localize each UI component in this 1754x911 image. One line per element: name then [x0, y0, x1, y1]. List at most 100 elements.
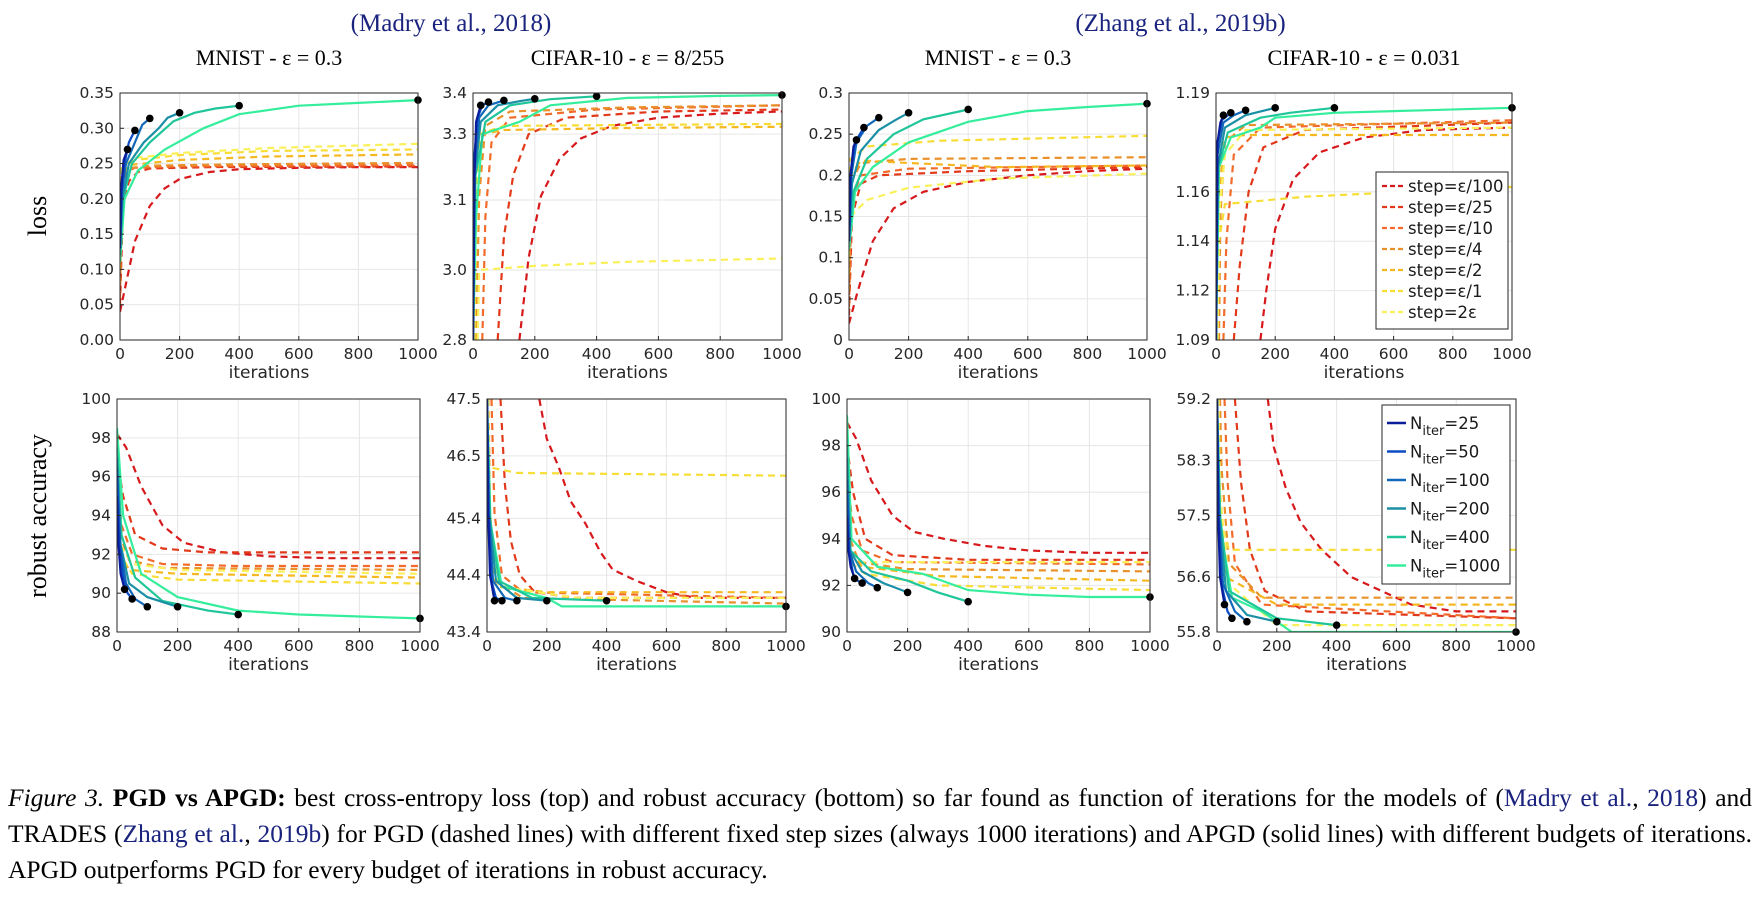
- pgd-line-4: [849, 156, 1147, 291]
- y-tick-label: 92: [91, 545, 111, 563]
- caption-citation-madry-year[interactable]: 2018: [1647, 783, 1699, 812]
- y-tick-label: 0.05: [79, 296, 114, 314]
- y-tick-label: 2.8: [442, 331, 467, 349]
- y-tick-label: 43.4: [446, 623, 481, 641]
- apgd-line-6: [473, 94, 782, 340]
- y-tick-label: 88: [91, 623, 111, 641]
- caption-citation-madry[interactable]: Madry et al.: [1503, 783, 1633, 812]
- apgd-endpoint-5: [592, 92, 601, 101]
- group-title-year[interactable]: 2018: [493, 10, 543, 37]
- panel-title: MNIST - ε = 0.3: [925, 45, 1072, 70]
- plot-area: [120, 93, 418, 340]
- apgd-endpoint-1: [120, 585, 129, 594]
- pgd-line-5: [849, 159, 1147, 275]
- y-tick-label: 1.09: [1175, 331, 1210, 349]
- y-tick-label: 96: [91, 468, 111, 486]
- y-tick-label: 55.8: [1176, 623, 1211, 641]
- apgd-endpoint-4: [173, 602, 182, 611]
- y-tick-label: 44.4: [446, 566, 481, 584]
- y-tick-label: 0.10: [79, 260, 114, 278]
- caption-citation-zhang[interactable]: Zhang et al.: [122, 819, 245, 848]
- apgd-endpoint-3: [1243, 617, 1251, 626]
- x-axis-label: iterations: [958, 363, 1039, 383]
- apgd-endpoint-5: [235, 101, 243, 110]
- y-tick-label: 96: [821, 483, 841, 501]
- apgd-endpoint-2: [1227, 108, 1235, 117]
- x-tick-label: 600: [652, 637, 682, 655]
- legend-label-apgd: Niter=200: [1410, 500, 1490, 525]
- group-title-year[interactable]: 2019b: [1215, 10, 1278, 37]
- apgd-endpoint-5: [964, 597, 972, 606]
- apgd-endpoint-2: [858, 579, 866, 587]
- x-tick-label: 800: [344, 345, 374, 363]
- x-tick-label: 400: [953, 345, 983, 363]
- x-tick-label: 800: [711, 637, 741, 655]
- pgd-line-3: [1223, 399, 1516, 620]
- x-tick-label: 600: [284, 637, 314, 655]
- x-tick-label: 400: [224, 345, 254, 363]
- legend-label-pgd: step=ε/1: [1408, 282, 1483, 301]
- y-tick-label: 0.30: [79, 119, 114, 137]
- pgd-line-1: [117, 433, 420, 560]
- axes-box: [119, 92, 419, 341]
- x-tick-label: 800: [1073, 345, 1103, 363]
- x-tick-label: 0: [844, 345, 854, 363]
- x-axis-label: iterations: [958, 655, 1039, 675]
- series-group: [849, 102, 1147, 324]
- x-tick-label: 200: [520, 345, 550, 363]
- x-tick-label: 200: [893, 637, 923, 655]
- y-tick-label: 47.5: [446, 390, 481, 408]
- apgd-endpoint-3: [875, 113, 883, 122]
- pgd-line-7: [117, 509, 420, 575]
- pgd-line-1: [518, 110, 782, 340]
- y-tick-label: 0.2: [818, 166, 843, 184]
- legend-pgd: step=ε/100 step=ε/25 step=ε/10 step=ε/4 step…: [1375, 171, 1509, 330]
- series-group: [473, 94, 782, 340]
- pgd-line-3: [1222, 119, 1512, 340]
- panel-6: 0 200 400 600 800 1000 43.4 44.4 45.4 46.5 47.5 ite…: [446, 390, 805, 675]
- x-tick-label: 0: [1211, 345, 1221, 363]
- panel-2: 0 200 400 600 800 1000 2.8 3.0 3.1 3.3 3.4 iteratio…: [442, 45, 801, 383]
- group-title-name[interactable]: Madry et al.,: [359, 10, 493, 37]
- caption-sep-2: ,: [244, 819, 258, 848]
- apgd-endpoint-5: [234, 610, 242, 619]
- legend-label-apgd: Niter=400: [1410, 528, 1490, 553]
- apgd-endpoint-5: [1330, 104, 1339, 112]
- y-tick-label: 3.1: [442, 191, 467, 209]
- panel-title: CIFAR-10 - ε = 0.031: [1268, 45, 1461, 70]
- pgd-line-1: [1259, 126, 1512, 340]
- x-tick-label: 200: [532, 637, 562, 655]
- axes-box: [1215, 92, 1513, 341]
- pgd-line-2: [847, 445, 1150, 561]
- x-tick-label: 1000: [400, 637, 439, 655]
- x-tick-label: 600: [1014, 637, 1044, 655]
- apgd-endpoint-3: [500, 96, 508, 105]
- apgd-line-1: [117, 496, 126, 590]
- pgd-line-1: [847, 421, 1150, 554]
- apgd-endpoint-1: [852, 136, 861, 144]
- series-group: [1216, 106, 1512, 340]
- y-tick-label: 94: [91, 507, 111, 525]
- panel-1: 0 200 400 600 800 1000 0.00 0.05 0.10 0.15 0.20 0.2…: [79, 45, 437, 383]
- apgd-endpoint-2: [128, 595, 136, 603]
- apgd-line-5: [849, 108, 969, 242]
- caption-text-3: ) for PGD (dashed lines) with different …: [8, 819, 1753, 884]
- caption-bold-lead: PGD vs APGD:: [112, 783, 286, 812]
- row-label-loss: loss: [23, 196, 52, 236]
- apgd-endpoint-3: [1241, 106, 1250, 115]
- group-title-name[interactable]: Zhang et al.,: [1084, 10, 1215, 37]
- x-tick-label: 600: [1379, 345, 1409, 363]
- y-tick-label: 0.25: [79, 155, 114, 173]
- apgd-line-1: [473, 105, 482, 340]
- apgd-line-6: [1216, 106, 1512, 340]
- caption-citation-zhang-year[interactable]: 2019b: [257, 819, 322, 848]
- y-tick-label: 0.00: [79, 331, 114, 349]
- apgd-endpoint-1: [476, 101, 485, 110]
- group-title-2: (Zhang et al., 2019b): [1075, 10, 1285, 37]
- legend-label-pgd: step=ε/10: [1408, 219, 1493, 238]
- x-tick-label: 200: [1260, 345, 1290, 363]
- legend-box: [1375, 171, 1509, 330]
- apgd-endpoint-4: [903, 588, 912, 597]
- x-tick-label: 800: [1075, 637, 1105, 655]
- apgd-endpoint-2: [131, 126, 139, 135]
